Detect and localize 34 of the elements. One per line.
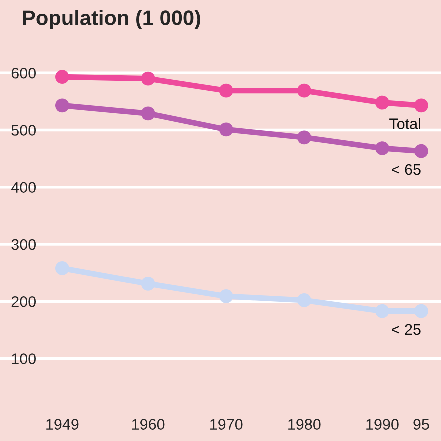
y-tick-label: 500 <box>12 125 36 136</box>
y-tick-label: 200 <box>12 296 36 308</box>
point <box>56 70 70 84</box>
point <box>297 84 312 98</box>
point <box>376 142 390 156</box>
point <box>414 304 428 318</box>
y-tick-label: 400 <box>11 182 36 194</box>
point <box>376 96 390 110</box>
series-label: < 65 <box>392 164 421 176</box>
series-label: < 25 <box>392 324 421 336</box>
point <box>219 122 234 137</box>
point <box>141 276 156 291</box>
point <box>376 304 390 318</box>
point <box>219 84 234 98</box>
y-tick-label: 100 <box>12 354 36 364</box>
series-label: Total <box>390 118 420 130</box>
y-tick-label: 600 <box>12 68 36 79</box>
point <box>141 72 156 86</box>
point <box>219 290 234 304</box>
x-tick-label: 1960 <box>132 419 165 430</box>
x-tick-label: 1990 <box>366 419 399 430</box>
y-tick-label: 300 <box>12 239 36 250</box>
point <box>297 130 312 145</box>
x-tick-label: 1980 <box>288 419 321 430</box>
point <box>141 106 156 121</box>
point <box>414 98 428 113</box>
x-tick-label: 95 <box>414 419 430 430</box>
x-tick-label: 1949 <box>46 419 79 430</box>
point <box>56 98 70 113</box>
chart-title: Population (1 000) <box>23 10 200 30</box>
point <box>56 262 70 276</box>
x-tick-label: 1970 <box>210 419 243 430</box>
point <box>297 294 312 308</box>
point <box>414 144 428 158</box>
